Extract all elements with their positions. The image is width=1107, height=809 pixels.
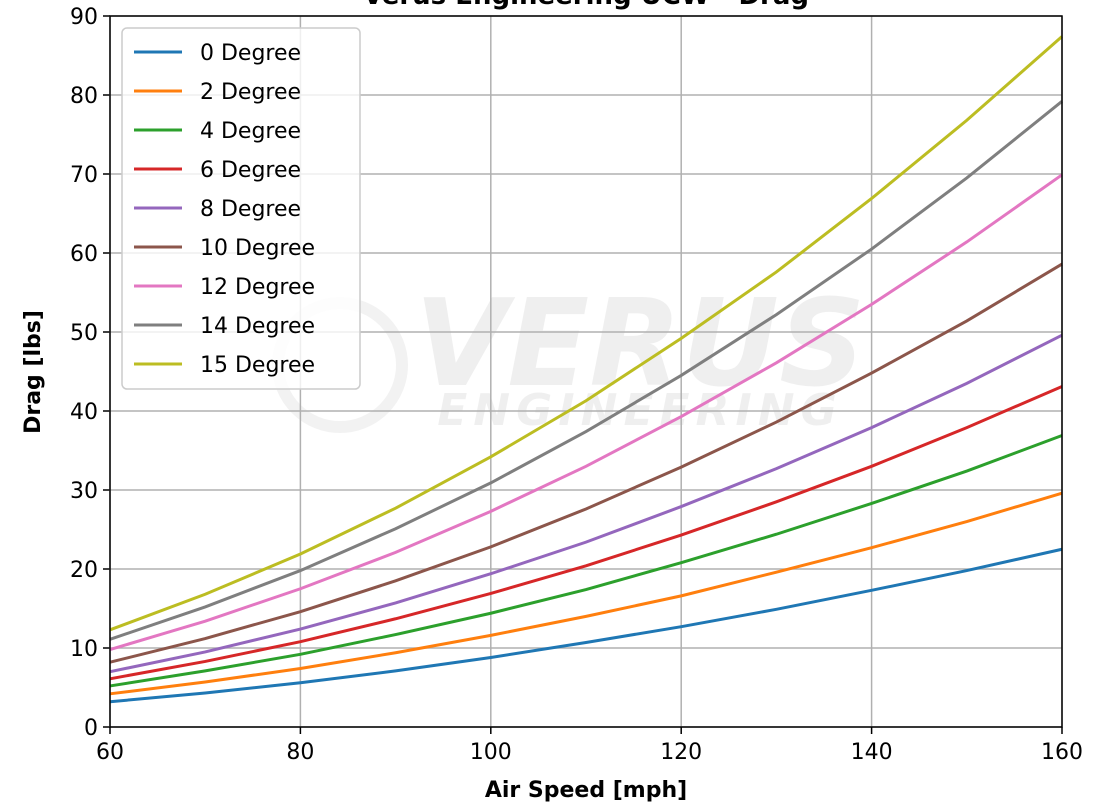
y-axis-label: Drag [lbs] xyxy=(21,310,46,434)
x-tick-label: 140 xyxy=(851,740,893,765)
watermark: VERUS xyxy=(414,275,865,414)
legend-label: 8 Degree xyxy=(200,197,301,222)
series-line xyxy=(109,100,1063,641)
x-tick-label: 120 xyxy=(660,740,702,765)
series-line xyxy=(109,434,1063,688)
y-tick-label: 70 xyxy=(70,163,98,188)
legend-label: 12 Degree xyxy=(200,275,315,300)
y-tick-label: 30 xyxy=(70,479,98,504)
y-tick-label: 50 xyxy=(70,321,98,346)
x-tick-label: 160 xyxy=(1041,740,1083,765)
legend-label: 0 Degree xyxy=(200,41,301,66)
legend-label: 10 Degree xyxy=(200,236,315,261)
x-tick-label: 100 xyxy=(470,740,512,765)
legend-label: 4 Degree xyxy=(200,119,301,144)
y-tick-label: 0 xyxy=(84,716,98,741)
plot-frame xyxy=(109,15,1063,728)
series-line xyxy=(109,491,1063,696)
series-line xyxy=(109,173,1063,652)
series-line xyxy=(109,262,1063,664)
legend-label: 14 Degree xyxy=(200,314,315,339)
series-line xyxy=(109,385,1063,681)
x-tick-label: 60 xyxy=(96,740,124,765)
series-line xyxy=(109,333,1063,674)
legend-label: 15 Degree xyxy=(200,353,315,378)
legend-label: 2 Degree xyxy=(200,80,301,105)
legend-label: 6 Degree xyxy=(200,158,301,183)
legend-box xyxy=(121,27,361,390)
series-line xyxy=(109,35,1063,632)
y-tick-label: 60 xyxy=(70,242,98,267)
x-tick-label: 80 xyxy=(286,740,314,765)
y-tick-label: 90 xyxy=(70,5,98,30)
y-tick-label: 10 xyxy=(70,637,98,662)
y-tick-label: 20 xyxy=(70,558,98,583)
y-tick-label: 40 xyxy=(70,400,98,425)
series-line xyxy=(109,547,1063,704)
x-axis-label: Air Speed [mph] xyxy=(485,778,687,803)
chart-title: Verus Engineering UCW - Drag xyxy=(363,0,809,11)
y-tick-label: 80 xyxy=(70,84,98,109)
legend: 0 Degree 2 Degree 4 Degree 6 Degree 8 Degree… xyxy=(121,27,361,390)
